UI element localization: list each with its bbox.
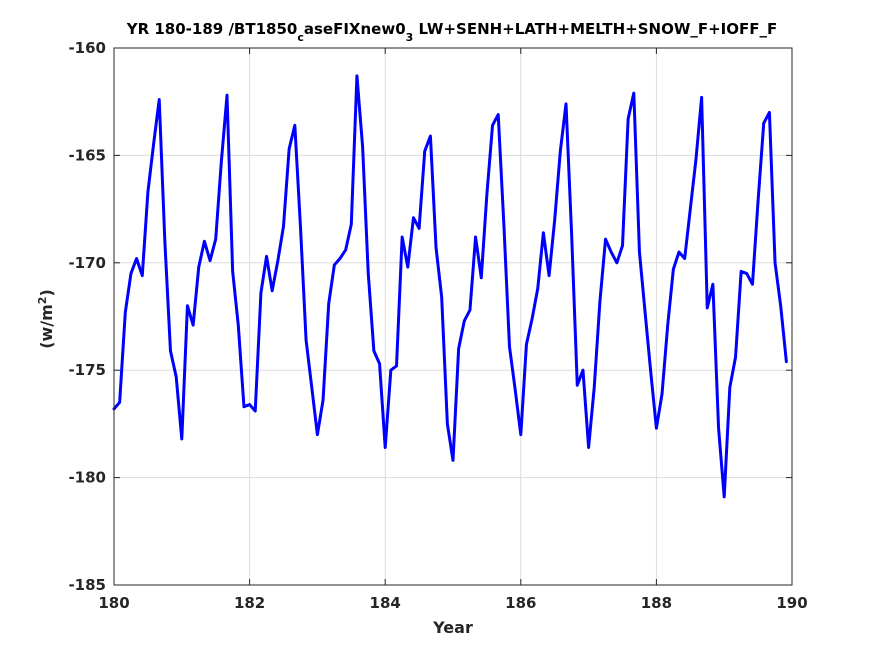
- x-axis-ticks: 180 182 184 186 188 190: [98, 48, 808, 612]
- x-tick-label: 182: [234, 594, 265, 612]
- title-part-3: LW+SENH+LATH+MELTH+SNOW_F+IOFF_F: [413, 20, 777, 38]
- x-tick-label: 188: [641, 594, 672, 612]
- title-sub-2: 3: [406, 31, 414, 44]
- y-tick-label: -170: [68, 254, 106, 272]
- y-axis-title-suffix: ): [37, 289, 56, 296]
- title-sub-1: c: [297, 31, 304, 44]
- y-tick-label: -160: [68, 39, 106, 57]
- y-axis-title: (w/m2): [36, 289, 57, 349]
- x-tick-label: 190: [776, 594, 807, 612]
- y-tick-label: -180: [68, 469, 106, 487]
- series-layer: [112, 74, 788, 499]
- y-axis-title-prefix: (w/m: [37, 304, 56, 349]
- series-line: [112, 74, 788, 499]
- grid: [113, 47, 793, 586]
- x-axis-title: Year: [432, 618, 473, 637]
- y-axis-ticks: -160 -165 -170 -175 -180 -185: [68, 39, 792, 594]
- title-part-2: aseFIXnew0: [304, 20, 406, 38]
- plot-frame: [113, 47, 793, 586]
- x-tick-label: 186: [505, 594, 536, 612]
- title-part-1: YR 180-189 /BT1850: [126, 20, 298, 38]
- x-tick-label: 184: [370, 594, 401, 612]
- x-tick-label: 180: [98, 594, 129, 612]
- y-tick-label: -165: [68, 146, 106, 164]
- y-axis-title-sup: 2: [36, 297, 49, 305]
- y-tick-label: -185: [68, 576, 106, 594]
- chart-title: YR 180-189 /BT1850caseFIXnew03 LW+SENH+L…: [126, 20, 778, 44]
- y-tick-label: -175: [68, 361, 106, 379]
